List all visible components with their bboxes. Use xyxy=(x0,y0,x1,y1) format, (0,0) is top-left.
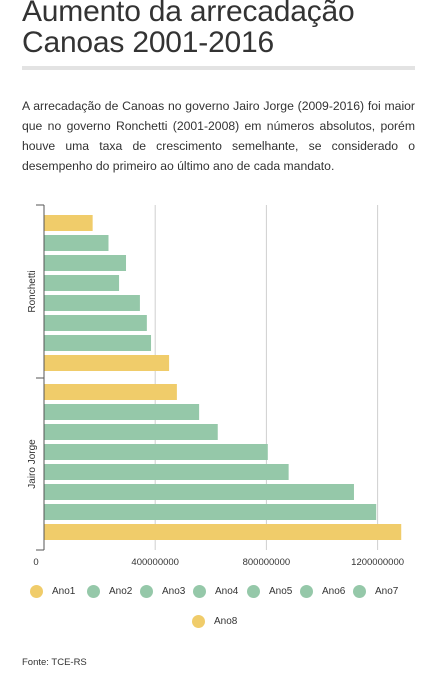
chart-title: Aumento da arrecadação Canoas 2001-2016 xyxy=(22,0,355,59)
legend-label: Ano1 xyxy=(52,586,76,597)
axes: Ronchetti Jairo Jorge 0 400000000 800000000 1… xyxy=(27,204,404,568)
title-divider xyxy=(22,66,415,70)
legend-item-ano4[interactable]: Ano4 xyxy=(193,585,238,598)
legend-item-ano3[interactable]: Ano3 xyxy=(140,585,185,598)
bar-ronchetti-ano5 xyxy=(44,295,140,311)
bar-chart: Ronchetti Jairo Jorge 0 400000000 800000000 1… xyxy=(27,204,404,568)
legend-item-ano7[interactable]: Ano7 xyxy=(353,585,398,598)
chart-subtitle: A arrecadação de Canoas no governo Jairo… xyxy=(22,99,415,173)
legend-item-ano8[interactable]: Ano8 xyxy=(192,615,237,628)
legend-label: Ano7 xyxy=(375,586,399,597)
legend-label: Ano4 xyxy=(215,586,239,597)
x-tick-label: 400000000 xyxy=(131,557,179,568)
legend-swatch xyxy=(30,585,43,598)
bar-ronchetti-ano8 xyxy=(44,355,170,371)
legend-swatch xyxy=(193,585,206,598)
bars xyxy=(44,215,402,540)
legend-item-ano2[interactable]: Ano2 xyxy=(87,585,132,598)
legend-swatch xyxy=(140,585,153,598)
bar-jairo-jorge-ano5 xyxy=(44,464,289,480)
legend-label: Ano3 xyxy=(162,586,186,597)
legend-item-ano5[interactable]: Ano5 xyxy=(247,585,292,598)
legend-swatch xyxy=(353,585,366,598)
legend-item-ano6[interactable]: Ano6 xyxy=(300,585,345,598)
legend-swatch xyxy=(192,615,205,628)
x-tick-label: 0 xyxy=(33,557,38,568)
legend-label: Ano6 xyxy=(322,586,346,597)
bar-ronchetti-ano6 xyxy=(44,315,147,331)
bar-jairo-jorge-ano2 xyxy=(44,404,200,420)
legend-item-ano1[interactable]: Ano1 xyxy=(30,585,75,598)
bar-jairo-jorge-ano8 xyxy=(44,524,402,540)
bar-jairo-jorge-ano4 xyxy=(44,444,268,460)
x-tick-label: 800000000 xyxy=(243,557,291,568)
bar-ronchetti-ano2 xyxy=(44,235,109,251)
bar-jairo-jorge-ano6 xyxy=(44,484,354,500)
category-label-ronchetti: Ronchetti xyxy=(27,270,38,312)
legend-swatch xyxy=(247,585,260,598)
legend-swatch xyxy=(87,585,100,598)
x-tick-label: 1200000000 xyxy=(351,557,404,568)
legend-swatch xyxy=(300,585,313,598)
category-label-jairo-jorge: Jairo Jorge xyxy=(27,439,38,489)
bar-ronchetti-ano7 xyxy=(44,335,152,351)
source-note: Fonte: TCE-RS xyxy=(22,657,87,668)
legend-label: Ano8 xyxy=(214,616,238,627)
bar-jairo-jorge-ano1 xyxy=(44,384,177,400)
legend-label: Ano5 xyxy=(269,586,293,597)
legend-label: Ano2 xyxy=(109,586,133,597)
bar-ronchetti-ano3 xyxy=(44,255,127,271)
bar-ronchetti-ano1 xyxy=(44,215,93,231)
bar-jairo-jorge-ano7 xyxy=(44,504,377,520)
bar-jairo-jorge-ano3 xyxy=(44,424,218,440)
bar-ronchetti-ano4 xyxy=(44,275,120,291)
